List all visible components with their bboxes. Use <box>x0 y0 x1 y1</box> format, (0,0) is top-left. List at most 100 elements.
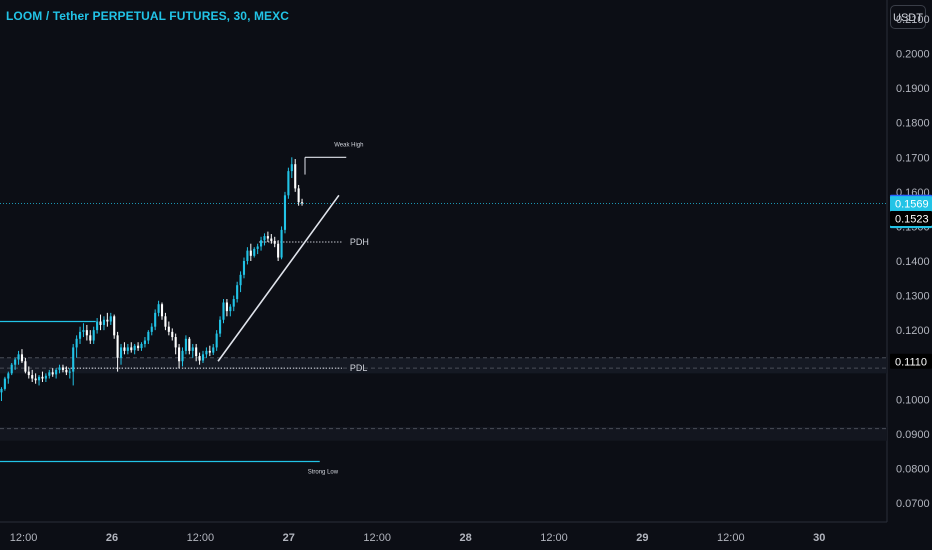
annotation-label-weak-high: Weak High <box>334 142 363 148</box>
currency-button[interactable]: USDT <box>890 5 926 29</box>
candle-body <box>253 248 256 256</box>
candle-body <box>157 304 160 313</box>
candle-body <box>266 236 269 239</box>
candle-body <box>263 236 266 241</box>
price-tick-label: 0.2100 <box>896 14 930 26</box>
candle-body <box>78 331 82 339</box>
candle-body <box>147 331 150 341</box>
candle-body <box>232 299 235 307</box>
candle-body <box>150 326 153 332</box>
candle-body <box>178 347 181 362</box>
time-tick-label: 29 <box>636 532 648 544</box>
candle-body <box>246 250 249 261</box>
candle-body <box>96 321 99 331</box>
candle-body <box>7 373 10 379</box>
price-tick-label: 0.1700 <box>896 152 930 164</box>
candle-body <box>55 369 58 375</box>
time-tick-label: 26 <box>106 532 118 544</box>
candle-body <box>72 347 75 372</box>
candle-body <box>75 338 78 348</box>
candle-body <box>130 347 133 351</box>
price-tick-label: 0.1900 <box>896 83 930 95</box>
candle-body <box>58 367 61 370</box>
candle-body <box>89 335 92 341</box>
price-label-box <box>890 353 932 369</box>
candle-body <box>61 367 65 370</box>
candle-body <box>198 356 201 361</box>
candle-body <box>106 319 109 322</box>
candle-body <box>17 354 20 360</box>
candle-body <box>280 229 283 258</box>
candle-body <box>300 202 304 204</box>
candle-body <box>181 350 184 362</box>
candle-body <box>287 171 290 196</box>
candle-body <box>133 345 136 351</box>
candle-body <box>14 359 17 365</box>
candle-body <box>44 375 47 379</box>
candle-body <box>123 347 126 351</box>
ascending-trendline <box>217 194 340 362</box>
candle-body <box>85 330 88 336</box>
candle-body <box>24 361 27 372</box>
candle-body <box>34 378 37 381</box>
candle-body <box>294 164 297 189</box>
time-tick-label: 30 <box>813 532 825 544</box>
candle-body <box>191 347 194 351</box>
candle-body <box>119 347 123 358</box>
candle-body <box>239 274 242 286</box>
candle-body <box>225 302 228 312</box>
candle-body <box>195 347 198 357</box>
price-tick-label: 0.2000 <box>896 49 930 61</box>
candle-body <box>201 354 205 361</box>
candle-body <box>37 376 41 381</box>
annotation-label-pdh: PDH <box>350 237 369 247</box>
candle-body <box>51 372 54 375</box>
candle-body <box>270 238 273 241</box>
candle-body <box>174 337 177 348</box>
price-tick-label: 0.1300 <box>896 291 930 303</box>
candle-body <box>208 350 211 353</box>
annotation-label-strong-low: Strong Low <box>308 470 339 476</box>
price-tick-label: 0.0700 <box>896 498 930 510</box>
time-tick-label: 12:00 <box>540 532 568 544</box>
time-tick-label: 12:00 <box>10 532 38 544</box>
candle-body <box>297 188 300 203</box>
candle-body <box>92 330 95 341</box>
price-tick-label: 0.1200 <box>896 325 930 337</box>
price-tick-label: 0.1400 <box>896 256 930 268</box>
candle-body <box>242 261 246 275</box>
candle-body <box>20 354 24 362</box>
price-tick-label: 0.1800 <box>896 118 930 130</box>
price-tick-label: 0.0900 <box>896 429 930 441</box>
candle-body <box>99 321 102 325</box>
candle-body <box>140 343 143 349</box>
candle-body <box>154 312 157 327</box>
candle-body <box>171 331 174 338</box>
candle-body <box>109 316 112 322</box>
time-tick-label: 12:00 <box>187 532 215 544</box>
candle-body <box>229 306 232 312</box>
candle-body <box>116 335 119 358</box>
candle-body <box>68 371 71 373</box>
pdl-band <box>0 357 887 374</box>
candle-body <box>126 347 129 351</box>
chart-title: LOOM / Tether PERPETUAL FUTURES, 30, MEX… <box>6 9 290 23</box>
time-tick-label: 28 <box>459 532 471 544</box>
candle-body <box>249 250 252 256</box>
candle-body <box>31 375 34 379</box>
candle-body <box>188 338 191 351</box>
price-label-value: 0.1523 <box>895 213 929 225</box>
price-label-box <box>890 210 932 226</box>
candle-body <box>290 164 293 172</box>
candle-body <box>256 246 259 249</box>
candle-body <box>205 350 208 355</box>
candle-body <box>236 285 239 300</box>
candle-body <box>222 302 225 320</box>
candle-body <box>260 240 263 247</box>
candle-body <box>164 316 167 327</box>
candle-body <box>277 243 280 258</box>
price-label-value: 0.1110 <box>895 356 927 368</box>
candle-body <box>184 338 187 351</box>
candle-body <box>65 369 68 373</box>
